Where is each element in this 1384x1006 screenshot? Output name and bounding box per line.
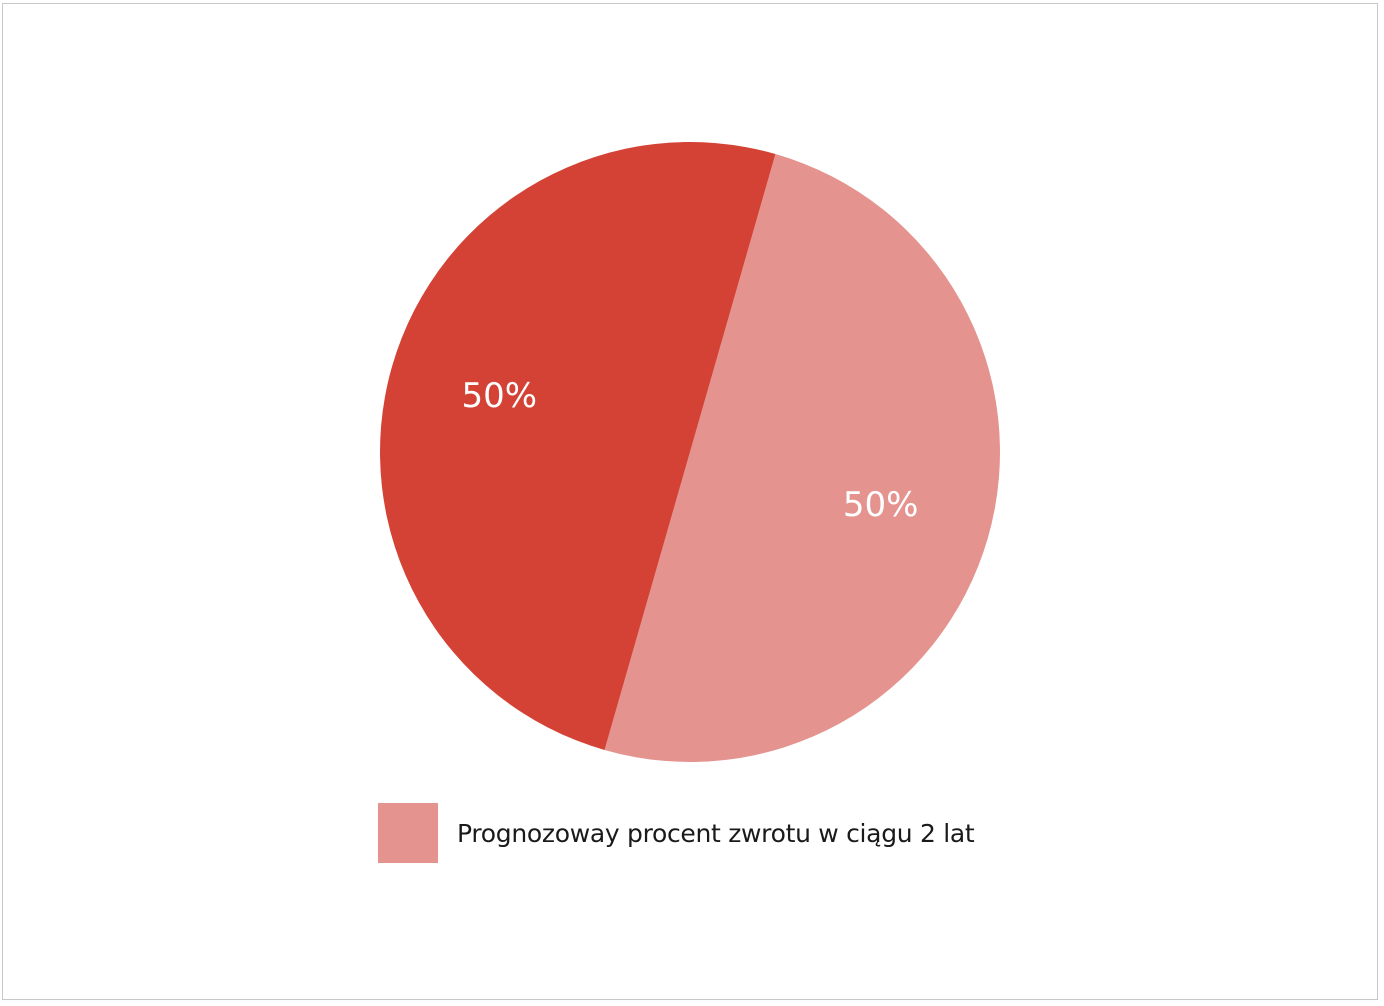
- legend: Prognozoway procent zwrotu w ciągu 2 lat: [378, 803, 975, 863]
- slice-label-1: 50%: [843, 485, 919, 525]
- slice-label-0: 50%: [461, 376, 537, 416]
- legend-label: Prognozoway procent zwrotu w ciągu 2 lat: [457, 818, 975, 848]
- pie-slice-0: [379, 142, 776, 750]
- legend-swatch: [378, 803, 438, 863]
- pie-slice-1: [604, 154, 1000, 762]
